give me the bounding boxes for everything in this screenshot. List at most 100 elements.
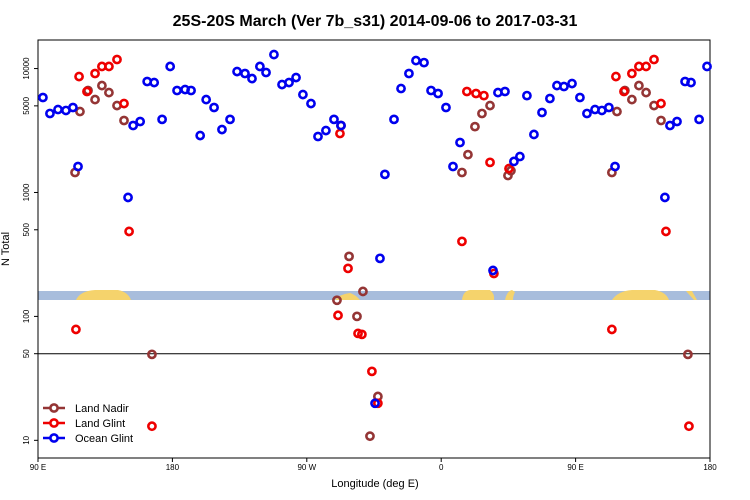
- point: [333, 310, 343, 321]
- point: [343, 263, 353, 274]
- point: [471, 88, 481, 99]
- point: [606, 324, 617, 335]
- point: [504, 163, 514, 174]
- legend-label: Land Nadir: [75, 403, 129, 415]
- point: [485, 157, 495, 168]
- point: [365, 431, 375, 442]
- plot-frame: [37, 39, 711, 459]
- point: [686, 77, 696, 88]
- point: [73, 161, 83, 172]
- point: [441, 102, 451, 113]
- point: [90, 68, 100, 79]
- point: [157, 114, 167, 125]
- point: [545, 93, 555, 104]
- point: [172, 85, 182, 96]
- point: [123, 192, 133, 203]
- chart-title: 25S-20S March (Ver 7b_s31) 2014-09-06 to…: [173, 13, 578, 30]
- point: [135, 116, 146, 127]
- point: [195, 130, 206, 141]
- y-tick-label: 10000: [22, 57, 31, 80]
- point: [128, 120, 139, 131]
- x-axis-label: Longitude (deg E): [331, 478, 418, 490]
- point: [261, 67, 271, 78]
- point: [641, 61, 651, 72]
- point: [477, 108, 487, 119]
- point: [559, 81, 569, 92]
- point: [74, 71, 84, 82]
- point: [336, 120, 346, 131]
- point: [672, 116, 682, 127]
- x-tick-label: 0: [439, 463, 444, 472]
- y-tick-label: 500: [22, 223, 31, 237]
- point: [291, 72, 301, 83]
- y-tick-label: 100: [22, 309, 31, 323]
- point: [470, 121, 480, 132]
- point: [641, 87, 651, 98]
- point: [284, 77, 294, 88]
- point: [649, 54, 659, 65]
- legend-label: Ocean Glint: [75, 433, 133, 445]
- point: [634, 80, 644, 91]
- point: [186, 85, 196, 96]
- point: [463, 149, 473, 160]
- point: [612, 106, 622, 117]
- y-tick-label: 50: [22, 349, 31, 358]
- point: [661, 226, 671, 237]
- x-tick-label: 90 E: [30, 463, 46, 472]
- point: [694, 114, 704, 125]
- point: [575, 92, 585, 103]
- point: [411, 55, 421, 66]
- point: [404, 68, 414, 79]
- point: [232, 66, 242, 77]
- y-tick-label: 5000: [22, 96, 31, 114]
- point: [209, 102, 219, 113]
- point: [610, 161, 620, 172]
- point: [514, 151, 525, 162]
- point: [147, 349, 157, 360]
- point: [665, 120, 675, 131]
- point: [247, 73, 257, 84]
- point: [329, 114, 339, 125]
- point: [104, 61, 114, 72]
- point: [537, 107, 547, 118]
- point: [660, 192, 670, 203]
- point: [380, 169, 390, 180]
- point: [149, 77, 160, 88]
- point: [313, 131, 323, 142]
- point: [335, 128, 345, 139]
- point: [306, 98, 316, 109]
- point: [90, 94, 100, 105]
- legend-marker: [49, 418, 59, 428]
- point: [396, 83, 406, 94]
- point: [344, 251, 354, 262]
- point: [522, 90, 532, 101]
- x-tick-label: 90 E: [567, 463, 583, 472]
- point: [682, 349, 693, 360]
- point: [112, 54, 122, 65]
- point: [68, 102, 78, 113]
- point: [240, 68, 250, 79]
- point: [124, 226, 134, 237]
- point: [457, 236, 467, 247]
- point: [702, 61, 712, 72]
- point: [298, 89, 308, 100]
- point: [626, 68, 637, 79]
- point: [419, 57, 429, 68]
- point: [656, 115, 666, 126]
- point: [352, 311, 362, 322]
- point: [529, 129, 539, 140]
- point: [485, 100, 495, 111]
- point: [201, 94, 212, 105]
- y-tick-label: 1000: [22, 183, 31, 201]
- point: [217, 124, 227, 135]
- point: [119, 98, 129, 109]
- point: [358, 286, 368, 297]
- point: [269, 49, 279, 60]
- point: [433, 88, 443, 99]
- point: [611, 71, 621, 82]
- x-tick-label: 180: [703, 463, 717, 472]
- point: [75, 106, 85, 117]
- point: [582, 108, 592, 119]
- point: [332, 295, 342, 306]
- point: [479, 90, 489, 101]
